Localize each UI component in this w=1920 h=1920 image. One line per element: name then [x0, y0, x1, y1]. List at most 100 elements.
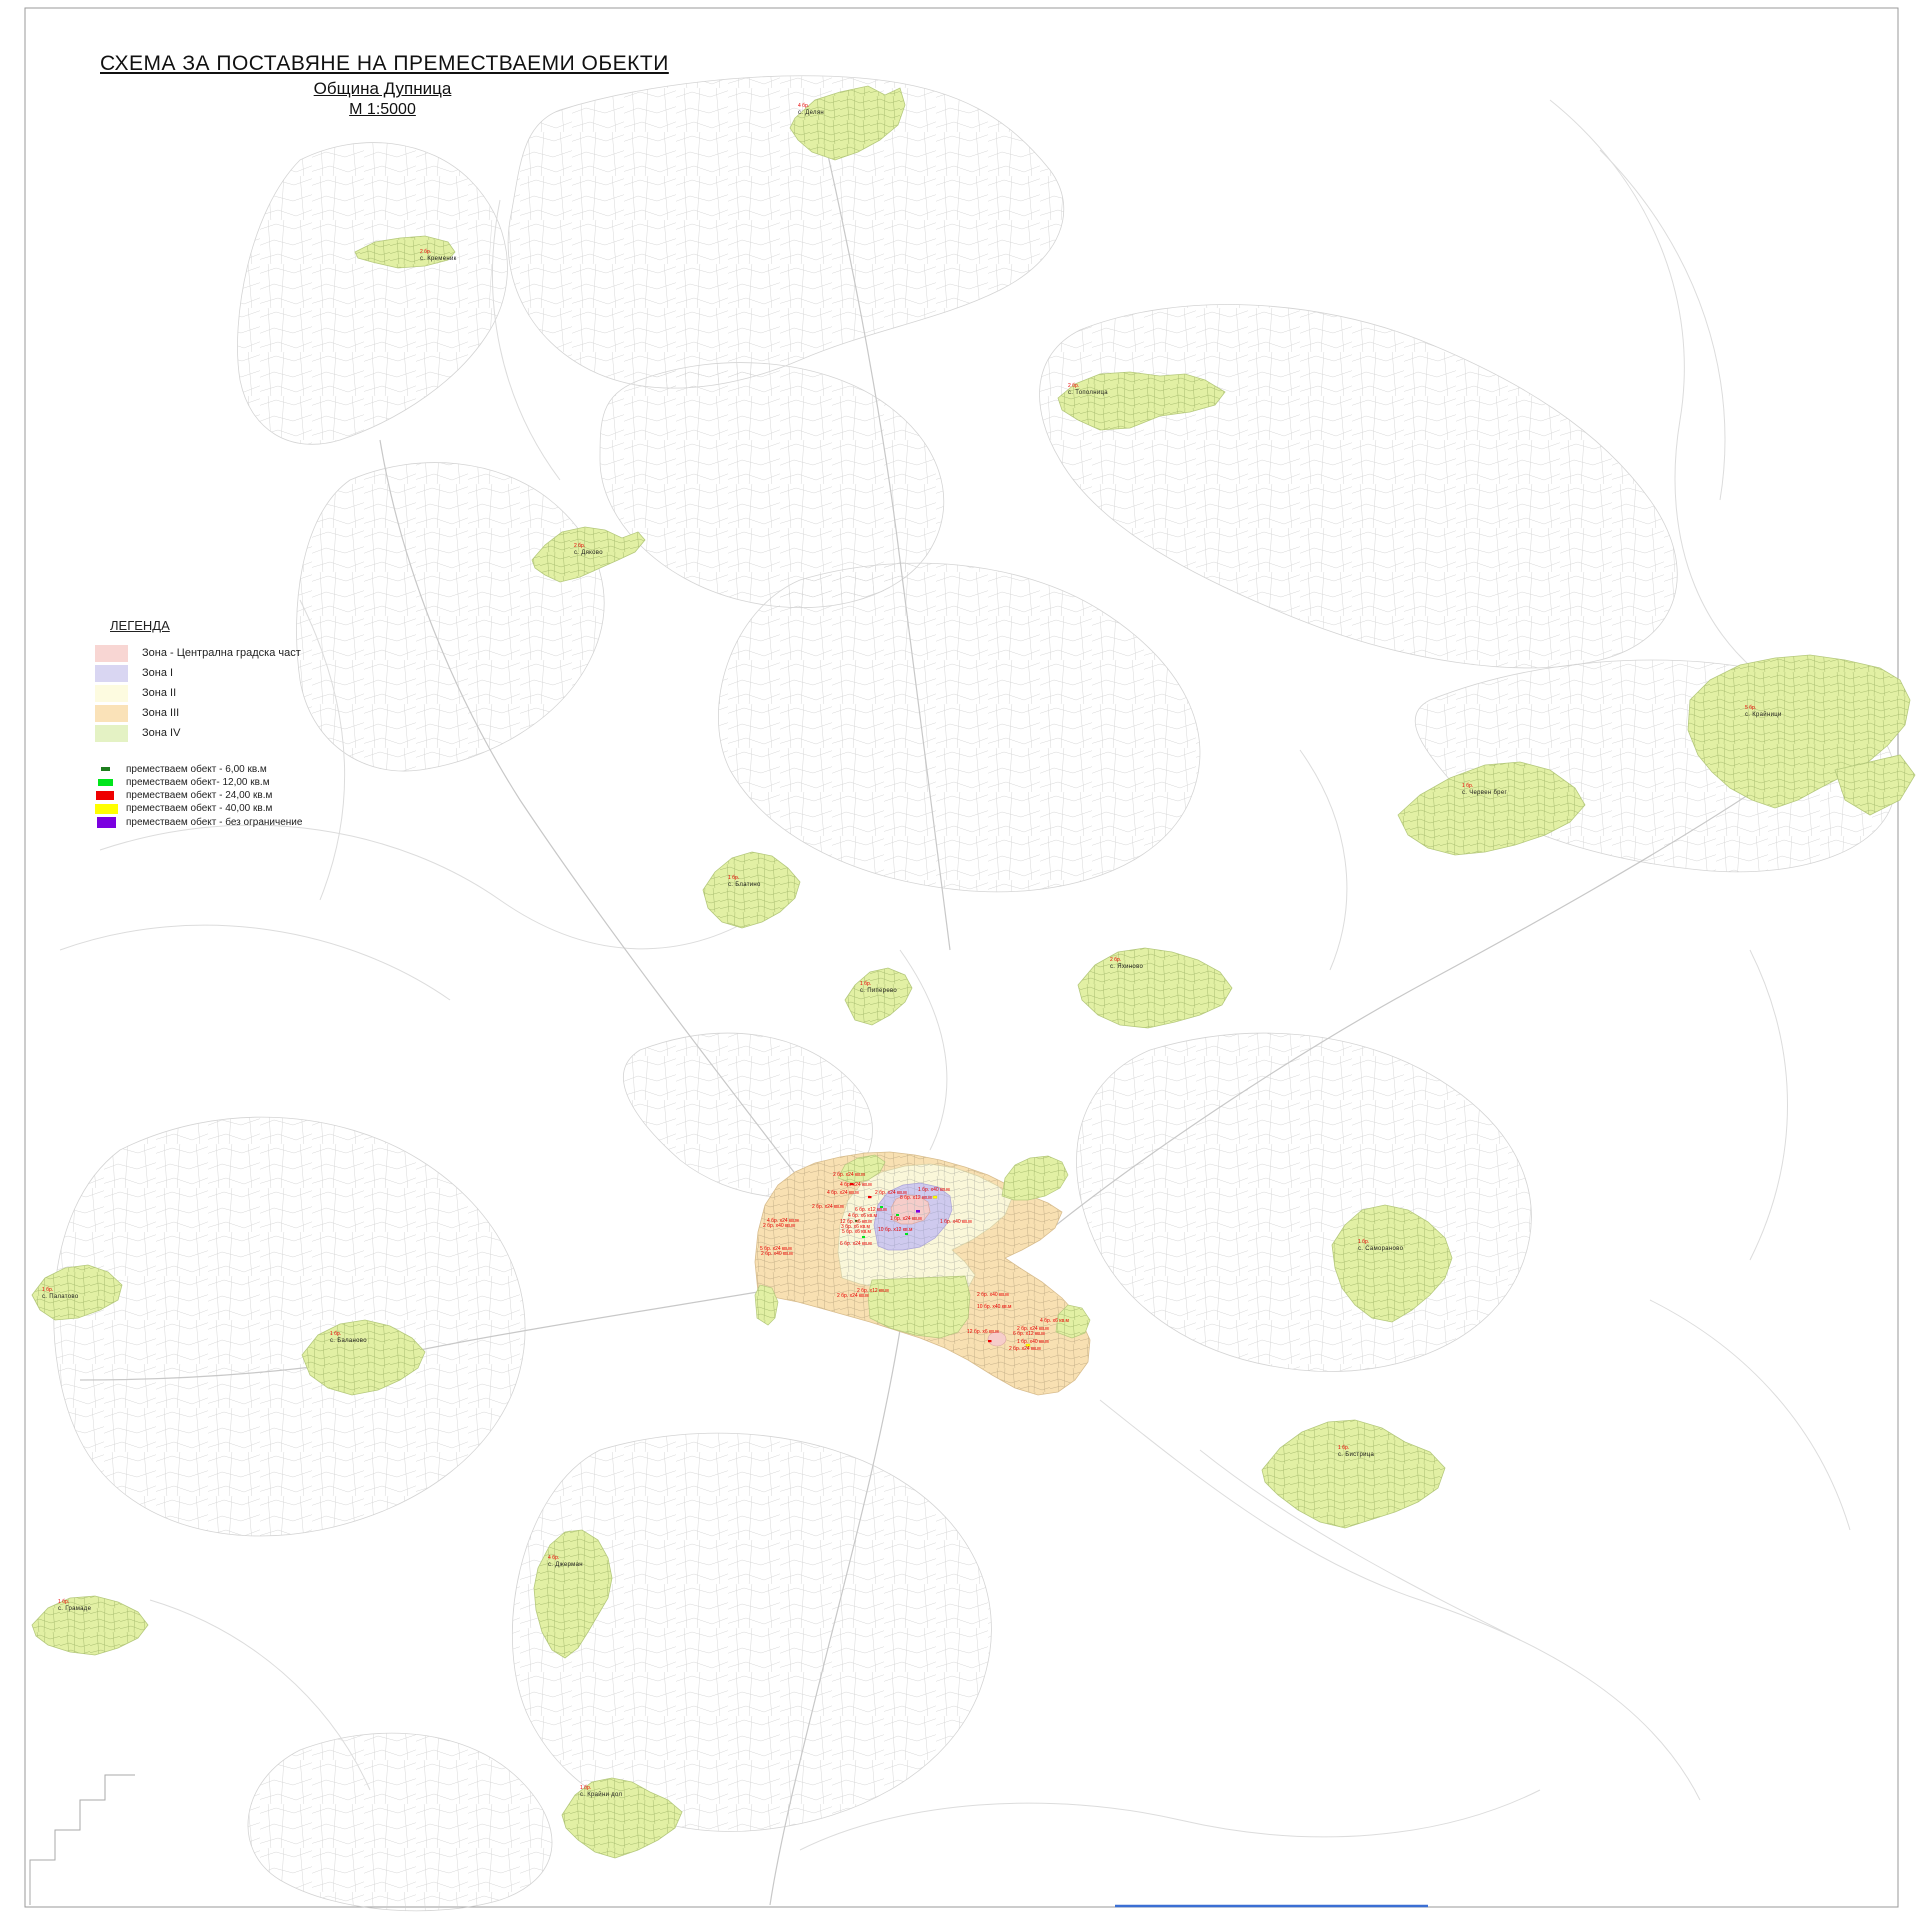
village-zone-krayni-dol	[561, 1777, 683, 1859]
village-label-dyakovo: 2 бр. с. Дяково	[574, 543, 603, 556]
village-zone-gramade	[31, 1595, 149, 1656]
city-zone-iv-southeast	[1055, 1304, 1091, 1339]
village-zone-kraynitsi	[1687, 654, 1911, 809]
object-marker-24sqm-icon	[868, 1196, 872, 1199]
legend-label: преместваем обект - без ограничение	[126, 817, 303, 828]
object-unlimited-swatch-icon	[97, 817, 116, 828]
village-zone-piperevo	[844, 967, 913, 1026]
object-marker-40sqm-icon	[932, 1195, 938, 1199]
village-zone-topolnitsa	[1057, 371, 1226, 431]
zone-central-swatch-icon	[95, 644, 128, 662]
object-annotation: 4 бр. х6 кв.м	[1040, 1318, 1069, 1324]
object-40sqm-swatch-icon	[95, 803, 118, 814]
object-annotation: 2 бр. х24 кв.м	[1017, 1326, 1049, 1332]
object-marker-24sqm-icon	[988, 1340, 992, 1343]
object-annotation: 2 бр. х40 кв.м	[977, 1292, 1009, 1298]
object-annotation: 1 бр. х40 кв.м	[1017, 1339, 1049, 1345]
legend-row-object-12: преместваем обект- 12,00 кв.м	[95, 776, 395, 788]
object-annotation: 12 бр. х6 кв.м	[967, 1329, 999, 1335]
city-zone-iv-west	[754, 1284, 779, 1326]
village-zone-yahinovo	[1077, 947, 1233, 1029]
village-zone-dzherman	[533, 1529, 613, 1659]
legend-label: преместваем обект - 24,00 кв.м	[126, 789, 273, 801]
village-zone-dyakovo	[531, 526, 646, 583]
map-scale: М 1:5000	[349, 101, 416, 118]
object-annotation: 2 бр. х24 кв.м	[837, 1293, 869, 1299]
object-annotation: 8 бр. х12 кв.м	[900, 1195, 932, 1201]
legend-row-zone-1: Зона I	[95, 663, 395, 683]
village-label-topolnitsa: 2 бр. с. Тополница	[1068, 383, 1108, 396]
village-label-bistritsa: 1 бр. с. Бистрица	[1338, 1445, 1375, 1458]
object-annotation: 1 бр. х40 кв.м	[918, 1187, 950, 1193]
object-annotation: 10 бр. х40 кв.м	[977, 1304, 1012, 1310]
village-zone-palatovo	[31, 1264, 123, 1321]
village-zone-cherven-breg	[1397, 761, 1586, 856]
object-annotation: 6 бр. х12 кв.м	[855, 1207, 887, 1213]
village-zone-bistritsa	[1261, 1419, 1446, 1529]
object-annotation: 2 бр. х40 кв.м	[761, 1251, 793, 1257]
map-border	[24, 7, 1899, 1908]
village-label-balanovo: 1 бр. с. Баланово	[330, 1331, 367, 1344]
legend-row-zone-2: Зона II	[95, 683, 395, 703]
object-annotation: 4 бр. х24 кв.м	[767, 1218, 799, 1224]
village-zones	[31, 85, 1916, 1859]
village-label-samoranovo: 1 бр. с. Самораново	[1358, 1239, 1404, 1252]
contour-lines	[59, 99, 1851, 1851]
legend-row-object-unlimited: преместваем обект - без ограничение	[95, 816, 395, 829]
object-annotation: 4 бр. х24 кв.м	[840, 1182, 872, 1188]
legend-label: Зона IV	[142, 727, 181, 739]
city-zone-central-spot	[987, 1331, 1007, 1347]
object-annotation: 10 бр. х12 кв.м	[878, 1227, 913, 1233]
village-label-delyan: 4 бр. с. Делян	[798, 103, 824, 116]
village-zone-blatino	[702, 851, 801, 929]
object-marker-6sqm-icon	[855, 1220, 858, 1222]
page-subtitle: Община Дупница	[313, 79, 452, 98]
object-annotation: 3 бр. х6 кв.м	[841, 1224, 870, 1230]
object-annotation: 5 бр. х24 кв.м	[760, 1246, 792, 1252]
legend-row-zone-4: Зона IV	[95, 723, 395, 743]
object-marker-unlimited-icon	[916, 1210, 920, 1213]
object-24sqm-swatch-icon	[96, 790, 114, 800]
object-annotation: 6 бр. х12 кв.м	[1013, 1331, 1045, 1337]
object-marker-12sqm-icon	[880, 1206, 883, 1208]
object-annotation: 1 бр. х40 кв.м	[940, 1219, 972, 1225]
legend-label: Зона - Централна градска част	[142, 647, 301, 659]
legend-label: Зона II	[142, 687, 177, 699]
legend-label: преместваем обект - 6,00 кв.м	[126, 763, 267, 775]
legend-label: Зона I	[142, 667, 174, 679]
village-label-gramade: 1 бр. с. Грамаде	[58, 1599, 92, 1612]
cadastral-texture	[53, 75, 1896, 1912]
legend-label: преместваем обект- 12,00 кв.м	[126, 776, 270, 788]
road-lines	[79, 119, 1801, 1906]
object-annotation: 4 бр. х6 кв.м	[848, 1213, 877, 1219]
object-annotation: 1 бр. х24 кв.м	[890, 1216, 922, 1222]
page-title: СХЕМА ЗА ПОСТАВЯНЕ НА ПРЕМЕСТВАЕМИ ОБЕКТ…	[100, 52, 669, 75]
city-zone-central	[890, 1194, 931, 1225]
legend-row-object-6: преместваем обект - 6,00 кв.м	[95, 763, 395, 775]
city-zone-iv-north	[837, 1154, 886, 1184]
city-zone-iv-field	[867, 1275, 971, 1339]
village-label-blatino: 1 бр. с. Блатино	[728, 875, 761, 888]
village-label-kraynitsi: 5 бр. с. Крайници	[1745, 705, 1782, 718]
object-marker-40sqm-icon	[1025, 1343, 1031, 1347]
map-title-block: СХЕМА ЗА ПОСТАВЯНЕ НА ПРЕМЕСТВАЕМИ ОБЕКТ…	[100, 52, 669, 119]
legend-row-object-40: преместваем обект - 40,00 кв.м	[95, 802, 395, 815]
object-annotation: 4 бр. х24 кв.м	[827, 1190, 859, 1196]
village-zone-kremenik	[354, 235, 456, 269]
village-label-cherven-breg: 1 бр. с. Червен брег	[1462, 783, 1507, 796]
zone-4-swatch-icon	[95, 724, 128, 742]
object-marker-12sqm-icon	[862, 1236, 865, 1238]
village-zone-delyan	[789, 85, 906, 161]
village-label-palatovo: 1 бр. с. Палатово	[42, 1287, 79, 1300]
legend-row-object-24: преместваем обект - 24,00 кв.м	[95, 789, 395, 801]
object-annotation: 2 бр. х24 кв.м	[875, 1190, 907, 1196]
object-annotation: 2 бр. х12 кв.м	[857, 1288, 889, 1294]
legend-label: Зона III	[142, 707, 180, 719]
object-markers	[850, 1183, 1031, 1347]
object-annotation: 2 бр. х24 кв.м	[833, 1172, 865, 1178]
legend-objects: преместваем обект - 6,00 кв.м премествае…	[95, 763, 395, 829]
legend-row-zone-central: Зона - Централна градска част	[95, 643, 395, 663]
zone-2-swatch-icon	[95, 684, 128, 702]
